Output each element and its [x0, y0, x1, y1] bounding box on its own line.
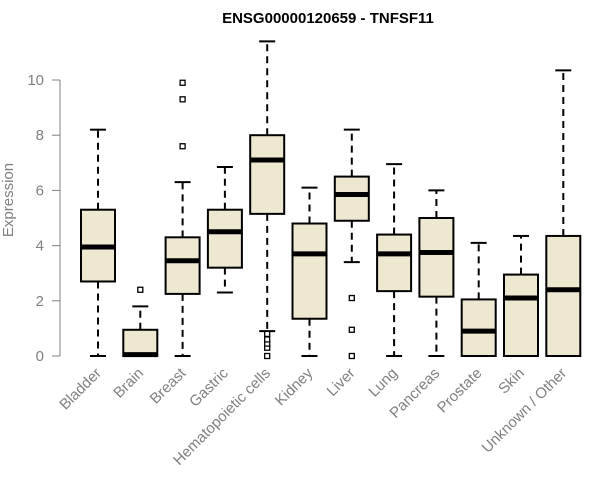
- y-axis: 0 2 4 6 8 10: [27, 72, 61, 365]
- box-kidney: [291, 186, 328, 357]
- outlier-point: [179, 143, 186, 150]
- box-iqr: [122, 328, 159, 357]
- outlier-point: [348, 352, 355, 360]
- chart-title: ENSG00000120659 - TNFSF11: [222, 10, 434, 27]
- box-skin: [503, 234, 539, 357]
- y-tick-label: 8: [36, 127, 44, 144]
- x-tick-label: Lung: [365, 365, 401, 401]
- box-liver: [333, 128, 370, 360]
- y-tick-label: 2: [36, 293, 44, 310]
- x-tick-label: Prostate: [434, 365, 486, 417]
- y-tick-label: 0: [36, 348, 44, 365]
- box-pancreas: [418, 189, 455, 357]
- box-lung: [376, 163, 413, 357]
- outlier-point: [137, 286, 144, 293]
- x-tick-label: Breast: [147, 364, 190, 407]
- box-iqr: [164, 236, 201, 295]
- box-hematopoietic-cells: [249, 40, 286, 360]
- y-axis-label: Expression: [0, 163, 17, 237]
- box-brain: [122, 286, 159, 358]
- outlier-point: [264, 336, 271, 343]
- box-iqr: [291, 222, 328, 320]
- box-iqr: [249, 134, 286, 215]
- box-gastric: [206, 165, 243, 294]
- x-tick-label: Brain: [110, 365, 147, 402]
- outlier-point: [348, 326, 355, 333]
- outlier-point: [179, 79, 186, 86]
- box-iqr: [376, 233, 413, 293]
- x-tick-label: Skin: [495, 365, 528, 398]
- box-iqr: [460, 298, 497, 358]
- x-tick-label: Bladder: [56, 365, 105, 414]
- box-breast: [164, 79, 201, 357]
- box-bladder: [80, 128, 116, 357]
- box-iqr: [503, 273, 539, 357]
- box-prostate: [460, 241, 497, 358]
- box-series: [80, 40, 582, 360]
- y-tick-label: 10: [27, 72, 44, 89]
- outlier-point: [179, 96, 186, 103]
- box-iqr: [545, 234, 582, 357]
- y-tick-label: 6: [36, 182, 44, 199]
- x-tick-label: Liver: [324, 365, 359, 400]
- x-tick-label: Kidney: [272, 364, 317, 409]
- box-iqr: [418, 217, 455, 298]
- box-iqr: [333, 175, 370, 222]
- outlier-point: [264, 352, 271, 360]
- outlier-point: [348, 294, 355, 302]
- outlier-point: [264, 330, 271, 338]
- box-iqr: [206, 208, 243, 269]
- y-tick-label: 4: [36, 238, 44, 255]
- box-unknown-other: [545, 69, 582, 357]
